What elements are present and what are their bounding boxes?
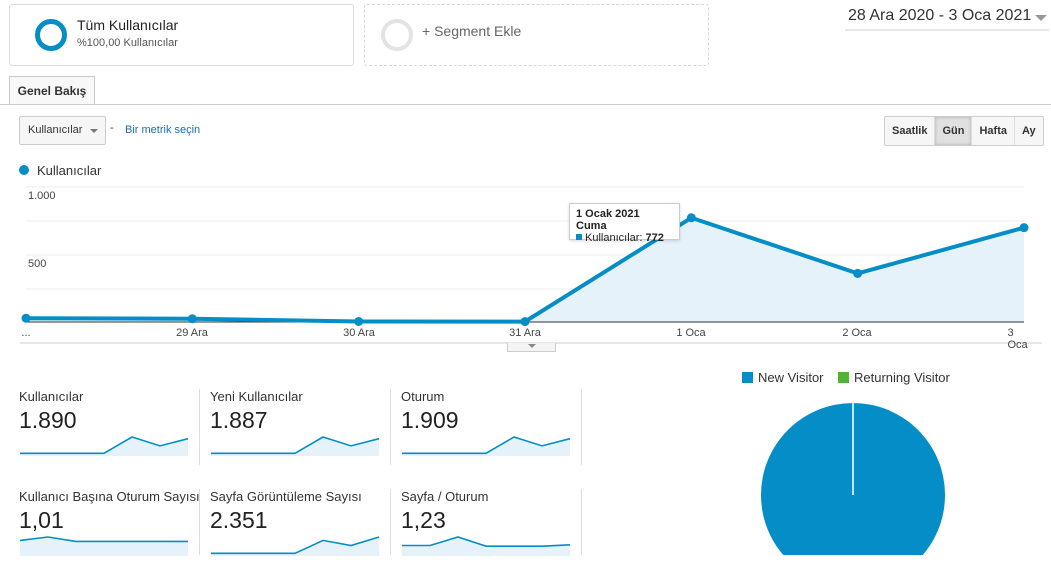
segment-all-users[interactable]: Tüm Kullanıcılar %100,00 Kullanıcılar xyxy=(9,4,354,66)
segment-ring-icon xyxy=(35,19,67,51)
sparkline xyxy=(20,436,189,456)
scorecard-label: Kullanıcılar xyxy=(19,389,84,404)
scorecard-value: 2.351 xyxy=(210,507,268,533)
y-tick-1000: 1.000 xyxy=(28,190,56,202)
add-segment-label: + Segment Ekle xyxy=(422,23,522,39)
visitor-pie-chart xyxy=(761,403,945,555)
metric-select[interactable]: Kullanıcılar xyxy=(19,116,106,145)
divider xyxy=(390,389,391,465)
scorecard-label: Sayfa / Oturum xyxy=(401,489,489,504)
chart-legend-label: Kullanıcılar xyxy=(37,163,102,178)
x-tick: 1 Oca xyxy=(676,327,706,339)
scorecard-new-users[interactable]: Yeni Kullanıcılar 1.887 xyxy=(210,389,400,469)
pie-legend-new-visitor[interactable]: New Visitor xyxy=(742,370,824,385)
granularity-week-button[interactable]: Hafta xyxy=(972,117,1015,145)
scorecard-pageviews[interactable]: Sayfa Görüntüleme Sayısı 2.351 xyxy=(210,489,400,569)
users-line-chart xyxy=(20,186,1042,344)
metric-separator: - xyxy=(110,122,114,134)
tooltip-title: 1 Ocak 2021 Cuma xyxy=(576,208,640,232)
compare-metric-link[interactable]: Bir metrik seçin xyxy=(125,124,201,136)
date-range-picker[interactable]: 28 Ara 2020 - 3 Oca 2021 xyxy=(845,7,1049,31)
x-tick: 2 Oca xyxy=(842,327,872,339)
scorecard-value: 1.909 xyxy=(401,407,459,433)
scorecard-pages-per-session[interactable]: Sayfa / Oturum 1,23 xyxy=(401,489,591,569)
legend-swatch-icon xyxy=(838,372,849,383)
granularity-day-button[interactable]: Gün xyxy=(935,117,973,145)
tab-overview[interactable]: Genel Bakış xyxy=(9,76,95,105)
metric-select-value: Kullanıcılar xyxy=(28,124,83,136)
sparkline xyxy=(402,436,571,456)
legend-swatch-icon xyxy=(742,372,753,383)
divider xyxy=(199,389,200,465)
granularity-hourly-button[interactable]: Saatlik xyxy=(885,117,936,145)
scorecard-value: 1.887 xyxy=(210,407,268,433)
sparkline xyxy=(211,436,380,456)
y-tick-500: 500 xyxy=(28,258,47,270)
tooltip-value: 772 xyxy=(645,232,664,244)
series-square-icon xyxy=(576,234,582,240)
pie-legend-returning-visitor[interactable]: Returning Visitor xyxy=(838,370,950,385)
chevron-down-icon xyxy=(1035,15,1047,21)
scorecard-value: 1.890 xyxy=(19,407,77,433)
add-segment-button[interactable]: + Segment Ekle xyxy=(364,4,709,66)
scorecard-label: Oturum xyxy=(401,389,445,404)
divider xyxy=(581,389,582,465)
chevron-down-icon xyxy=(90,129,98,133)
divider xyxy=(199,489,200,555)
segment-title: Tüm Kullanıcılar xyxy=(77,17,179,33)
legend-label: Returning Visitor xyxy=(854,370,950,385)
chart-tooltip: 1 Ocak 2021 Cuma Kullanıcılar: 772 xyxy=(569,203,680,244)
x-tick: 29 Ara xyxy=(176,327,208,339)
scorecard-users[interactable]: Kullanıcılar 1.890 xyxy=(19,389,209,469)
scorecard-label: Kullanıcı Başına Oturum Sayısı xyxy=(19,489,200,504)
scorecard-label: Yeni Kullanıcılar xyxy=(210,389,303,404)
sparkline xyxy=(19,536,188,556)
sparkline xyxy=(402,536,571,556)
divider xyxy=(390,489,391,555)
tooltip-metric: Kullanıcılar: xyxy=(585,232,643,244)
sparkline xyxy=(211,536,380,556)
empty-segment-ring-icon xyxy=(381,19,413,51)
x-tick: ... xyxy=(21,327,31,339)
scorecard-value: 1,01 xyxy=(19,507,64,533)
granularity-toggle: Saatlik Gün Hafta Ay xyxy=(884,116,1044,146)
tab-divider xyxy=(0,104,1051,105)
scorecard-sessions[interactable]: Oturum 1.909 xyxy=(401,389,591,469)
legend-dot-icon xyxy=(19,165,29,175)
x-tick: 30 Ara xyxy=(343,327,375,339)
scorecard-label: Sayfa Görüntüleme Sayısı xyxy=(210,489,362,504)
legend-label: New Visitor xyxy=(758,370,824,385)
chart-collapse-handle[interactable] xyxy=(507,343,556,352)
granularity-month-button[interactable]: Ay xyxy=(1021,125,1036,137)
scorecard-value: 1,23 xyxy=(401,507,446,533)
chevron-down-icon xyxy=(528,344,536,348)
x-tick: 3 Oca xyxy=(1007,327,1028,351)
date-range-label: 28 Ara 2020 - 3 Oca 2021 xyxy=(848,7,1032,24)
divider xyxy=(581,489,582,555)
scorecard-sessions-per-user[interactable]: Kullanıcı Başına Oturum Sayısı 1,01 xyxy=(19,489,209,569)
x-tick: 31 Ara xyxy=(509,327,541,339)
segment-subtitle: %100,00 Kullanıcılar xyxy=(77,37,178,49)
